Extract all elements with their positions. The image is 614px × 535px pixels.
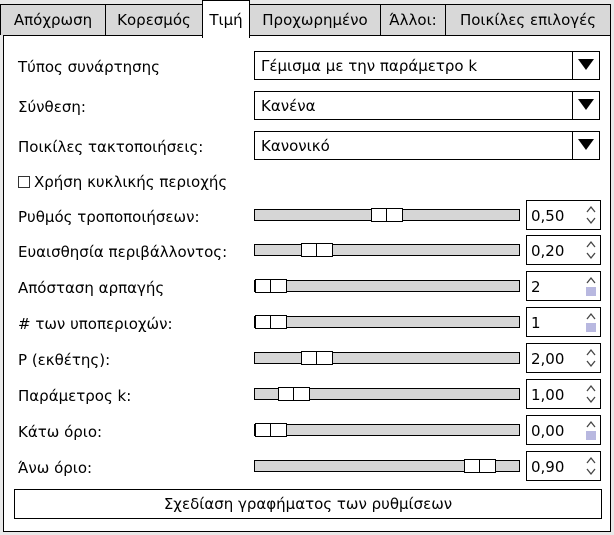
spin-arrows[interactable]	[586, 348, 596, 368]
slider-label: Παράμετρος k:	[18, 387, 132, 405]
spinbox[interactable]: 1	[526, 307, 601, 337]
plot-settings-label: Σχεδίαση γραφήματος των ρυθμίσεων	[163, 495, 453, 513]
spinbox[interactable]: 1,00	[526, 379, 601, 409]
checkbox-icon[interactable]	[18, 176, 30, 188]
slider-label: Ευαισθησία περιβάλλοντος:	[18, 243, 228, 261]
spin-arrows[interactable]	[586, 384, 596, 404]
spinbox-value: 2,00	[531, 350, 565, 368]
slider-thumb[interactable]	[255, 279, 287, 293]
slider-thumb[interactable]	[301, 243, 333, 257]
composition-label: Σύνθεση:	[18, 98, 86, 116]
slider-thumb[interactable]	[464, 459, 496, 473]
tab-label: Απόχρωση	[13, 11, 93, 29]
spinbox[interactable]: 0,90	[526, 451, 601, 481]
slider-track[interactable]	[254, 459, 520, 473]
tab-others[interactable]: Άλλοι:	[380, 4, 446, 35]
spinbox-value: 0,50	[531, 207, 565, 225]
tab-advanced[interactable]: Προχωρημένο	[249, 4, 381, 35]
chevron-down-icon[interactable]	[572, 92, 599, 119]
misc-sort-value: Κανονικό	[261, 137, 330, 155]
spinbox[interactable]: 2,00	[526, 343, 601, 373]
spinbox-value: 0,00	[531, 422, 565, 440]
slider-label: Απόσταση αρπαγής	[18, 279, 165, 297]
tab-bar: Απόχρωση Κορεσμός Τιμή Προχωρημένο Άλλοι…	[0, 0, 614, 38]
slider-track[interactable]	[254, 351, 520, 365]
tab-saturation[interactable]: Κορεσμός	[105, 4, 203, 35]
spinbox-value: 1,00	[531, 386, 565, 404]
misc-sort-label: Ποικίλες τακτοποιήσεις:	[18, 138, 204, 156]
tab-hue[interactable]: Απόχρωση	[0, 4, 106, 35]
function-type-value: Γέμισμα με την παράμετρο k	[261, 57, 478, 75]
function-type-select[interactable]: Γέμισμα με την παράμετρο k	[254, 51, 600, 80]
slider-label: Άνω όριο:	[18, 459, 93, 477]
misc-sort-select[interactable]: Κανονικό	[254, 131, 600, 160]
slider-thumb[interactable]	[301, 351, 333, 365]
tab-label: Άλλοι:	[389, 11, 437, 29]
spinbox-value: 0,20	[531, 242, 565, 260]
spin-arrows[interactable]	[586, 205, 596, 225]
slider-label: Ρυθμός τροποποιήσεων:	[18, 208, 200, 226]
slider-label: Κάτω όριο:	[18, 423, 103, 441]
slider-track[interactable]	[254, 315, 520, 329]
spin-arrows[interactable]	[586, 312, 596, 332]
spinbox-value: 1	[531, 314, 541, 332]
chevron-down-icon[interactable]	[572, 52, 599, 79]
slider-track[interactable]	[254, 208, 520, 222]
spin-arrows[interactable]	[586, 240, 596, 260]
slider-label: # των υποπεριοχών:	[18, 315, 173, 333]
slider-thumb[interactable]	[371, 208, 403, 222]
use-circular-label: Χρήση κυκλικής περιοχής	[34, 173, 228, 191]
spinbox-value: 0,90	[531, 458, 565, 476]
spinbox-value: 2	[531, 278, 541, 296]
spinbox[interactable]: 2	[526, 271, 601, 301]
spinbox[interactable]: 0,00	[526, 415, 601, 445]
slider-thumb[interactable]	[278, 387, 310, 401]
spinbox[interactable]: 0,50	[526, 200, 601, 230]
settings-panel: Τύπος συνάρτησης Γέμισμα με την παράμετρ…	[3, 35, 611, 532]
tab-label: Ποικίλες επιλογές	[459, 11, 597, 29]
slider-track[interactable]	[254, 243, 520, 257]
spinbox[interactable]: 0,20	[526, 235, 601, 265]
spin-arrows[interactable]	[586, 420, 596, 440]
function-type-label: Τύπος συνάρτησης	[18, 58, 160, 76]
tab-label: Τιμή	[209, 10, 243, 29]
spin-arrows[interactable]	[586, 276, 596, 296]
slider-label: P (εκθέτης):	[18, 351, 111, 369]
tab-label: Κορεσμός	[117, 11, 191, 29]
slider-thumb[interactable]	[255, 423, 287, 437]
composition-value: Κανένα	[261, 97, 316, 115]
use-circular-checkbox[interactable]: Χρήση κυκλικής περιοχής	[18, 173, 227, 191]
spin-arrows[interactable]	[586, 456, 596, 476]
chevron-down-icon[interactable]	[572, 132, 599, 159]
tab-misc-options[interactable]: Ποικίλες επιλογές	[445, 4, 611, 35]
slider-track[interactable]	[254, 387, 520, 401]
composition-select[interactable]: Κανένα	[254, 91, 600, 120]
slider-track[interactable]	[254, 279, 520, 293]
tab-label: Προχωρημένο	[262, 11, 368, 29]
plot-settings-button[interactable]: Σχεδίαση γραφήματος των ρυθμίσεων	[14, 489, 602, 519]
tab-value[interactable]: Τιμή	[202, 0, 250, 38]
slider-thumb[interactable]	[255, 315, 287, 329]
slider-track[interactable]	[254, 423, 520, 437]
